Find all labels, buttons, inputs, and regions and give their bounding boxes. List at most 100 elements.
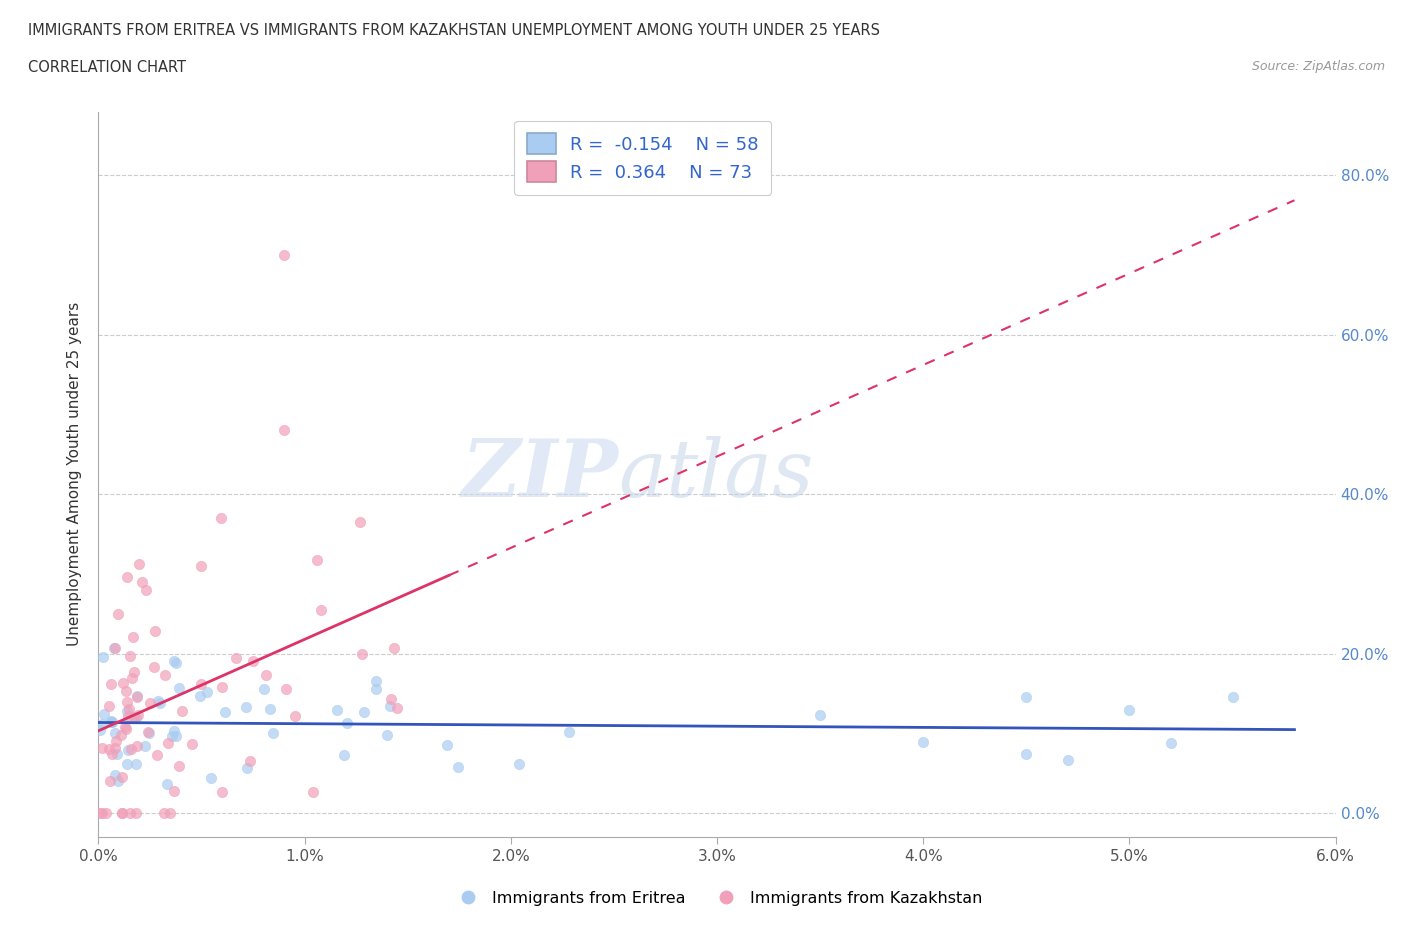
Point [91, 805, 114, 820]
Point [149, 696, 172, 711]
Point [105, 747, 128, 762]
Point [214, 704, 236, 719]
Point [93, 707, 115, 722]
Point [508, 756, 530, 771]
Point [100, 714, 122, 729]
Point [103, 641, 125, 656]
Point [156, 777, 179, 791]
Point [110, 727, 132, 742]
Point [135, 582, 157, 597]
Point [125, 738, 148, 753]
Point [912, 734, 935, 749]
Point [167, 759, 190, 774]
Point [169, 681, 191, 696]
Point [91, 716, 114, 731]
Point [159, 805, 181, 820]
Point [91, 740, 114, 755]
Point [242, 654, 264, 669]
Point [107, 774, 129, 789]
Point [211, 680, 233, 695]
Point [387, 700, 409, 715]
Point [93, 650, 115, 665]
Point [181, 737, 204, 751]
Point [447, 759, 470, 774]
Point [107, 606, 129, 621]
Point [104, 740, 127, 755]
Point [332, 748, 354, 763]
Point [125, 805, 148, 820]
Point [89, 723, 111, 737]
Point [188, 688, 211, 703]
Point [200, 770, 222, 785]
Point [100, 677, 122, 692]
Point [89, 805, 111, 820]
Point [195, 684, 218, 699]
Point [104, 734, 127, 749]
Point [436, 737, 458, 752]
Point [273, 247, 295, 262]
Text: atlas: atlas [619, 435, 814, 513]
Point [153, 805, 176, 820]
Point [125, 711, 148, 725]
Text: Source: ZipAtlas.com: Source: ZipAtlas.com [1251, 60, 1385, 73]
Point [118, 701, 141, 716]
Point [163, 653, 186, 668]
Point [166, 656, 188, 671]
Point [138, 726, 160, 741]
Point [98, 773, 121, 788]
Point [254, 668, 277, 683]
Point [808, 707, 831, 722]
Point [349, 514, 371, 529]
Point [115, 684, 138, 698]
Point [127, 689, 149, 704]
Point [378, 698, 401, 713]
Point [122, 630, 145, 644]
Point [122, 665, 145, 680]
Point [163, 784, 186, 799]
Point [125, 757, 148, 772]
Point [121, 671, 143, 685]
Point [366, 673, 388, 688]
Point [157, 736, 180, 751]
Point [162, 728, 184, 743]
Point [125, 689, 148, 704]
Point [120, 741, 142, 756]
Point [353, 704, 375, 719]
Point [1015, 746, 1038, 761]
Point [136, 725, 159, 740]
Point [209, 511, 232, 525]
Point [153, 668, 176, 683]
Point [1056, 752, 1078, 767]
Point [115, 722, 138, 737]
Point [122, 710, 145, 724]
Point [142, 659, 165, 674]
Point [239, 754, 262, 769]
Point [1118, 702, 1140, 717]
Point [302, 785, 325, 800]
Point [139, 696, 162, 711]
Point [190, 676, 212, 691]
Text: ZIP: ZIP [461, 435, 619, 513]
Point [384, 640, 406, 655]
Legend: Immigrants from Eritrea, Immigrants from Kazakhstan: Immigrants from Eritrea, Immigrants from… [446, 884, 988, 912]
Point [101, 746, 124, 761]
Point [97, 698, 120, 713]
Point [235, 700, 257, 715]
Point [558, 724, 581, 739]
Point [103, 641, 125, 656]
Point [101, 714, 124, 729]
Point [253, 682, 276, 697]
Point [104, 767, 127, 782]
Point [262, 725, 284, 740]
Point [146, 747, 169, 762]
Point [94, 805, 117, 820]
Point [1222, 689, 1244, 704]
Point [146, 694, 169, 709]
Point [274, 682, 297, 697]
Point [134, 738, 156, 753]
Point [172, 704, 194, 719]
Point [127, 708, 149, 723]
Point [131, 575, 153, 590]
Point [284, 708, 307, 723]
Point [236, 761, 259, 776]
